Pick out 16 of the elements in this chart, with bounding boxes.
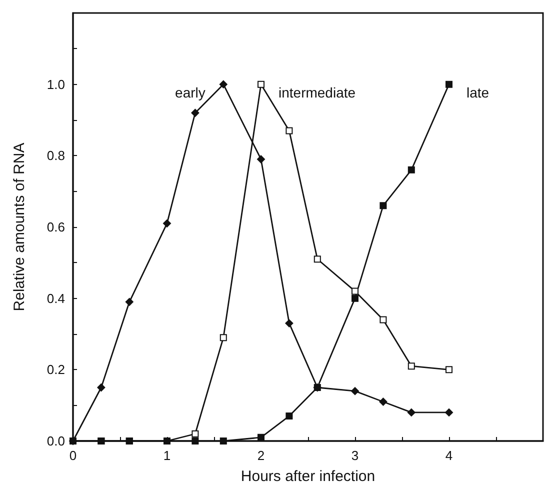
y-tick-label: 0.4 xyxy=(46,290,65,306)
x-axis-title: Hours after infection xyxy=(240,468,376,485)
y-tick-label: 0.0 xyxy=(46,434,65,448)
series-label: intermediate xyxy=(278,84,356,100)
y-tick-label: 0.8 xyxy=(46,148,65,164)
y-tick-label: 1.0 xyxy=(46,76,65,92)
y-axis-title: Relative amounts of RNA xyxy=(11,142,28,312)
x-tick-label: 3 xyxy=(351,448,359,463)
y-tick-label: 0.2 xyxy=(46,362,65,378)
x-tick-label: 2 xyxy=(257,448,265,463)
x-tick-label: 0 xyxy=(69,448,77,463)
y-tick-label: 0.6 xyxy=(46,220,65,234)
series-label: late xyxy=(466,84,490,100)
x-tick-label: 1 xyxy=(163,448,171,463)
x-tick-label: 4 xyxy=(445,448,453,463)
series-label: early xyxy=(175,84,206,100)
